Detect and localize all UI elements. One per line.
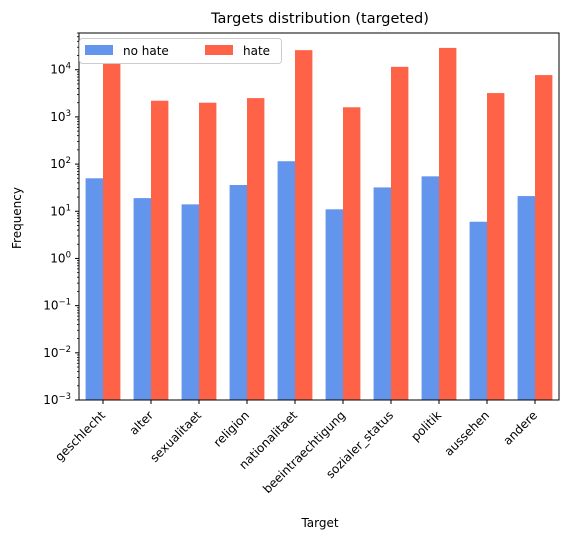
bar-no-hate-geschlecht — [85, 178, 103, 400]
bar-no-hate-sozialer_status — [373, 187, 391, 400]
y-tick-label: 100 — [50, 250, 71, 265]
plot-frame — [78, 32, 560, 401]
x-tick-label-sexualitaet: sexualitaet — [147, 408, 204, 465]
bar-no-hate-nationalitaet — [277, 161, 295, 400]
bar-hate-geschlecht — [103, 62, 121, 400]
x-tick-label-geschlecht: geschlecht — [52, 408, 108, 464]
bar-hate-aussehen — [487, 93, 505, 400]
legend-frame — [79, 38, 282, 64]
bar-hate-sexualitaet — [199, 102, 217, 400]
bar-hate-religion — [247, 98, 265, 401]
bar-hate-politik — [439, 47, 457, 401]
bar-hate-nationalitaet — [295, 50, 313, 400]
y-tick-label: 10−1 — [43, 298, 71, 313]
bar-hate-sozialer_status — [391, 66, 409, 400]
x-tick-label-andere: andere — [501, 408, 541, 448]
y-tick-label: 103 — [50, 109, 71, 124]
x-tick-label-aussehen: aussehen — [442, 408, 493, 459]
legend-swatch-no-hate — [85, 45, 113, 55]
bar-no-hate-aussehen — [469, 221, 487, 400]
bar-hate-alter — [151, 100, 169, 401]
x-tick-label-alter: alter — [127, 408, 157, 438]
x-tick-label-beeintraechtigung: beeintraechtigung — [260, 408, 348, 496]
y-tick-label: 101 — [50, 203, 71, 218]
bar-no-hate-religion — [229, 185, 247, 400]
bars-group — [85, 47, 553, 401]
legend-swatch-hate — [205, 45, 233, 55]
bar-hate-beeintraechtigung — [343, 107, 361, 401]
y-tick-label: 10−3 — [43, 392, 71, 407]
legend-label-no-hate: no hate — [123, 44, 169, 58]
x-tick-label-religion: religion — [211, 408, 252, 449]
bar-no-hate-sexualitaet — [181, 204, 199, 400]
legend: no hate hate — [79, 38, 282, 64]
chart-title: Targets distribution (targeted) — [210, 11, 429, 27]
y-tick-label: 102 — [50, 156, 71, 171]
y-tick-label: 104 — [50, 62, 71, 77]
legend-label-hate: hate — [243, 44, 270, 58]
y-axis-ticks: 10−3 10−2 10−1 100 101 102 103 104 — [43, 32, 79, 407]
bar-hate-andere — [535, 75, 553, 400]
x-axis-label: Target — [300, 516, 338, 530]
y-axis-label: Frequency — [10, 187, 24, 249]
bar-no-hate-politik — [421, 176, 439, 400]
x-tick-label-politik: politik — [408, 408, 444, 444]
y-tick-label: 10−2 — [43, 345, 71, 360]
bar-no-hate-beeintraechtigung — [325, 209, 343, 400]
bar-no-hate-andere — [517, 196, 535, 400]
bar-no-hate-alter — [133, 198, 151, 400]
